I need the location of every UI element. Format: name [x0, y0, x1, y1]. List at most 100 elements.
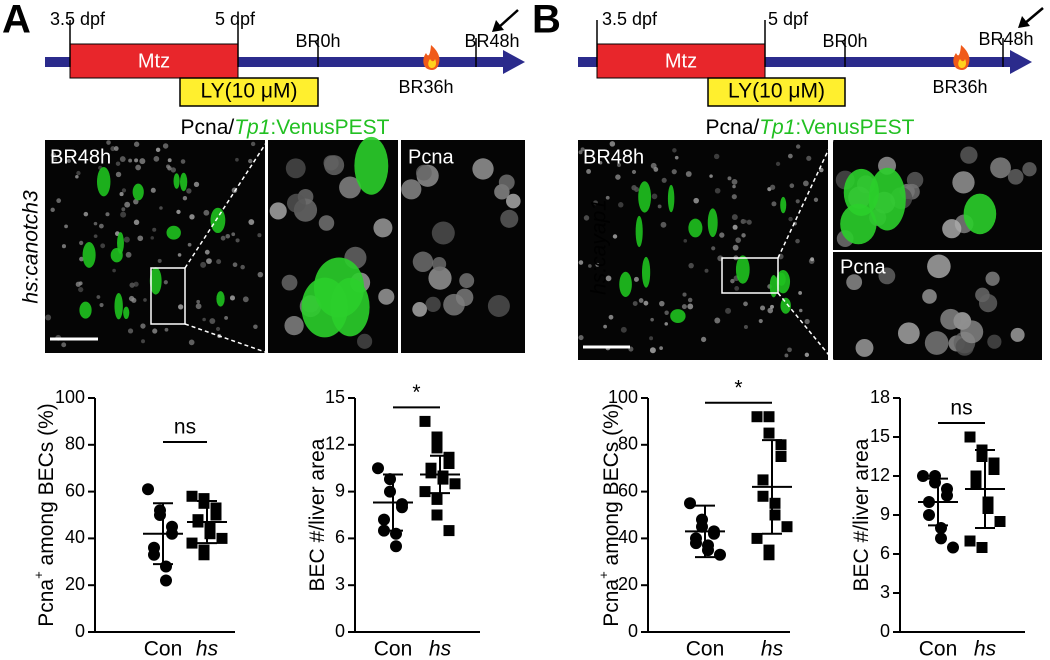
nucleus: [459, 273, 475, 289]
nucleus: [960, 320, 984, 344]
nucleus: [204, 249, 210, 255]
bec-cell: [216, 291, 225, 307]
nucleus: [128, 158, 133, 163]
nucleus: [659, 300, 665, 307]
nucleus: [775, 161, 781, 167]
nucleus: [188, 339, 195, 346]
nucleus: [167, 158, 172, 163]
data-point: [186, 537, 198, 549]
nucleus: [224, 315, 229, 320]
nucleus: [588, 264, 592, 268]
nucleus: [595, 262, 600, 267]
nucleus: [431, 221, 455, 245]
bec-cell: [707, 208, 718, 238]
nucleus: [813, 197, 819, 202]
bec-cell: [735, 255, 750, 284]
nucleus: [124, 201, 131, 208]
y-tick-label: 100: [608, 387, 638, 407]
nucleus: [682, 292, 687, 297]
timeline-bar: [578, 57, 1017, 67]
nucleus: [598, 161, 603, 165]
panel-letter: B: [532, 0, 561, 42]
zoom-box: [721, 257, 779, 294]
data-point: [988, 464, 1000, 475]
nucleus: [985, 271, 1000, 286]
nucleus: [443, 293, 465, 316]
data-point: [769, 497, 781, 509]
nucleus: [771, 201, 777, 207]
nucleus: [795, 199, 800, 204]
nucleus: [229, 295, 236, 301]
nucleus: [731, 178, 738, 185]
bec-cell: [210, 207, 226, 234]
y-tick-label: 6: [880, 543, 890, 563]
nucleus: [719, 232, 725, 238]
data-point: [714, 548, 726, 561]
nucleus: [810, 257, 815, 262]
nucleus: [378, 288, 395, 305]
nucleus: [66, 158, 72, 163]
data-point: [186, 490, 198, 502]
nucleus: [714, 187, 721, 194]
nucleus: [248, 158, 253, 164]
nucleus: [615, 174, 621, 180]
data-point: [923, 509, 935, 521]
bec-cell: [635, 215, 643, 248]
nucleus: [649, 336, 654, 341]
bec-cell: [780, 196, 787, 214]
nucleus: [119, 156, 126, 162]
nucleus: [605, 195, 610, 200]
nucleus: [714, 317, 721, 324]
timeline-label: 3.5 dpf: [50, 9, 106, 29]
data-point: [941, 489, 953, 502]
nucleus: [323, 155, 339, 171]
nucleus: [163, 280, 168, 285]
nucleus: [177, 253, 182, 257]
nucleus: [608, 314, 614, 320]
nucleus: [795, 238, 800, 244]
data-point: [443, 458, 455, 470]
nucleus: [760, 305, 766, 311]
nucleus: [784, 353, 789, 358]
data-point: [775, 439, 787, 451]
nucleus: [143, 298, 147, 302]
nucleus: [758, 318, 763, 324]
y-tick-label: 80: [65, 434, 85, 454]
nucleus: [500, 209, 519, 228]
nucleus: [200, 261, 207, 268]
drug-label: Mtz: [665, 50, 697, 72]
nucleus: [203, 209, 210, 216]
data-point: [431, 431, 443, 443]
nucleus: [170, 167, 176, 173]
significance-label: ns: [174, 416, 196, 439]
y-tick-label: 100: [55, 387, 85, 407]
nucleus: [990, 157, 1011, 179]
y-tick-label: 3: [880, 582, 890, 602]
inhibitor-label: LY(10 μM): [201, 80, 298, 103]
nucleus: [269, 202, 287, 220]
nucleus: [612, 234, 618, 239]
nucleus: [178, 304, 184, 310]
nucleus: [506, 193, 521, 209]
timeline-label: BR36h: [398, 77, 453, 97]
label-part: among BECs (%): [600, 403, 623, 571]
data-point: [431, 493, 443, 505]
nucleus: [78, 286, 84, 293]
data-point: [378, 513, 390, 526]
data-point: [419, 486, 431, 498]
nucleus: [713, 153, 720, 160]
nucleus: [650, 317, 654, 322]
timeline-arrowhead: [1010, 50, 1032, 74]
nucleus: [285, 158, 306, 179]
significance-label: *: [734, 376, 742, 399]
nucleus: [123, 236, 130, 243]
genotype-label: hs:canotch3: [20, 190, 43, 304]
data-point: [763, 411, 775, 423]
bec-cell: [132, 183, 144, 201]
nucleus: [79, 240, 84, 246]
nucleus: [634, 186, 640, 192]
data-point: [982, 496, 994, 508]
nucleus: [93, 234, 98, 239]
nucleus: [155, 147, 161, 153]
nucleus: [164, 327, 169, 332]
